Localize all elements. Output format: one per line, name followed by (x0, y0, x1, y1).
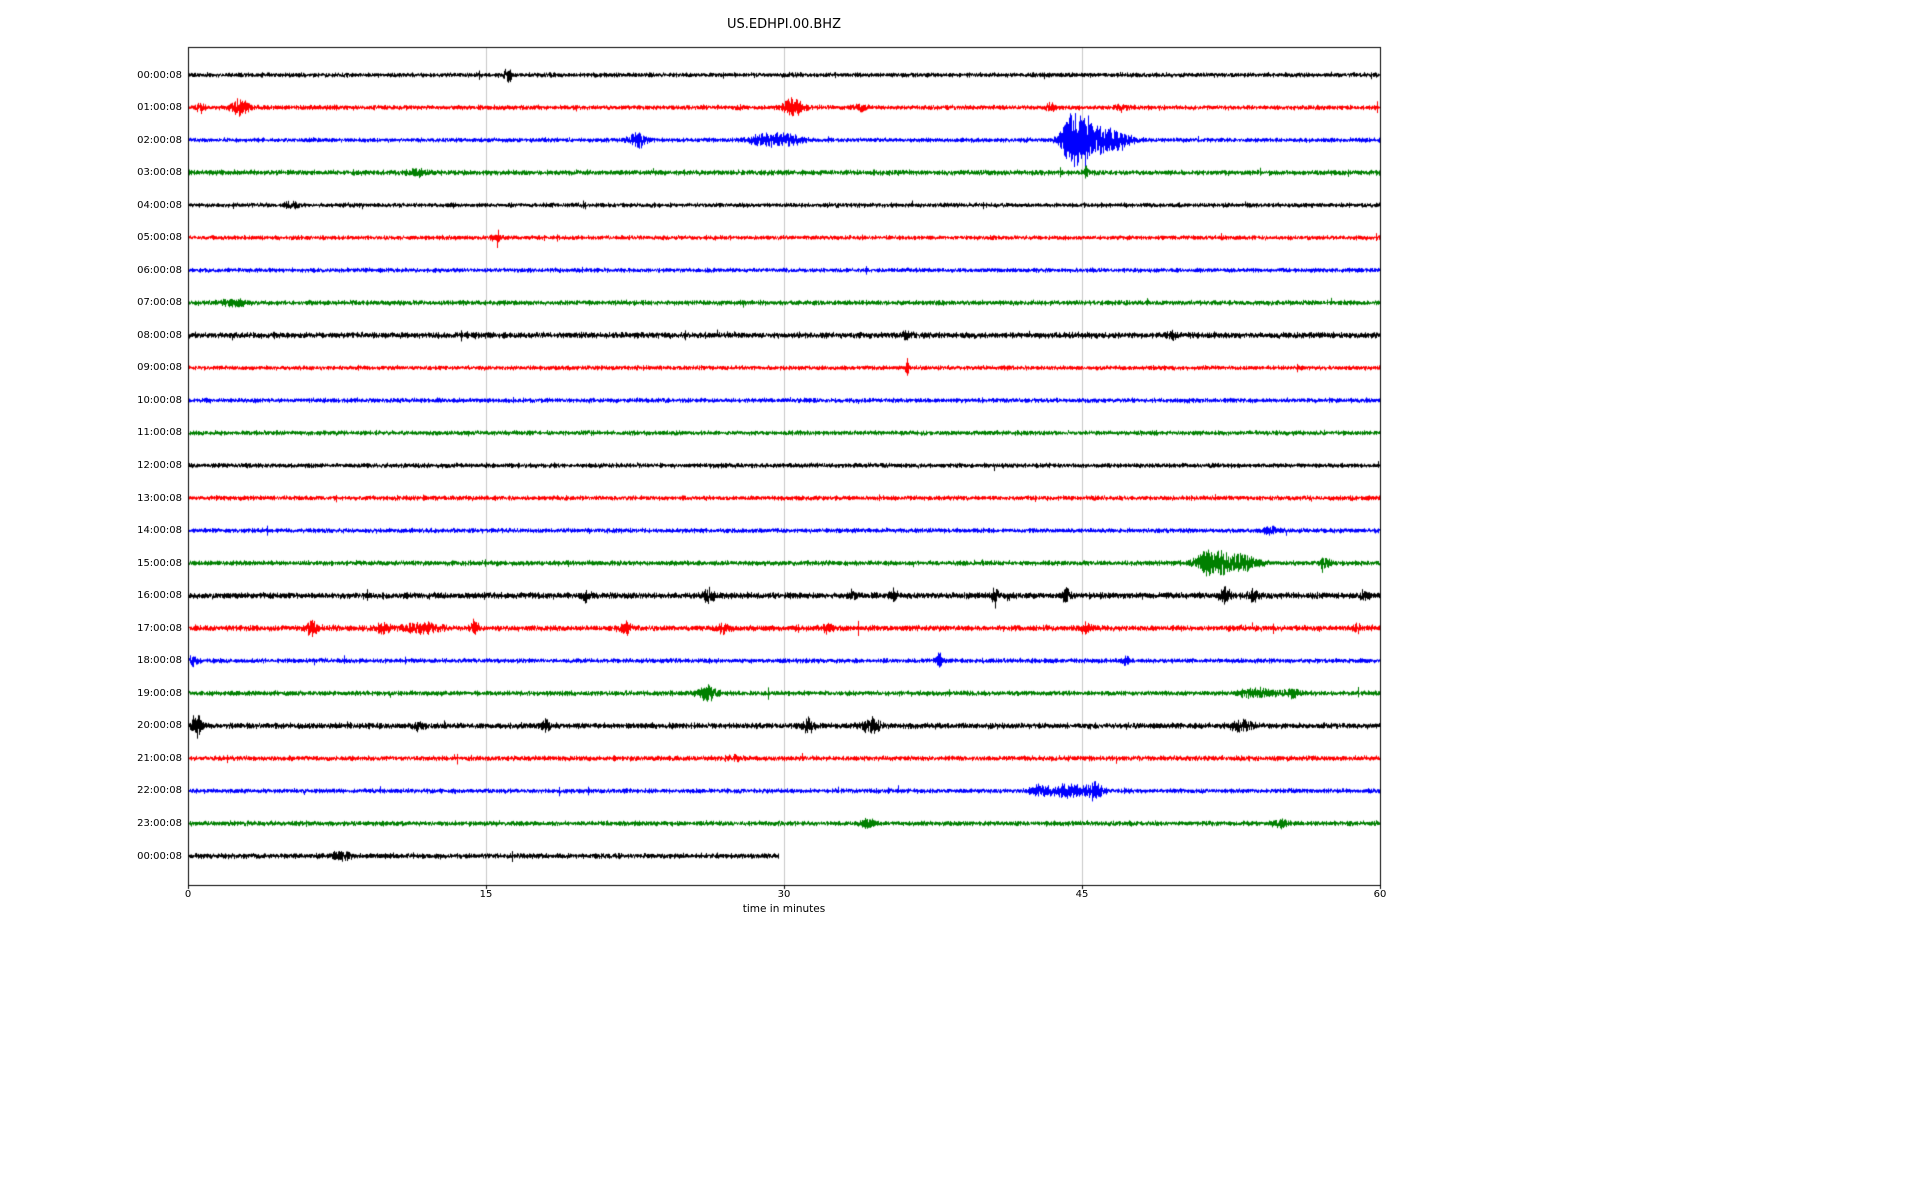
trace-start-time-label: 11:00:08 (137, 427, 182, 439)
trace-start-time-label: 13:00:08 (137, 492, 182, 504)
trace-start-time-label: 22:00:08 (137, 785, 182, 797)
trace-start-time-label: 04:00:08 (137, 199, 182, 211)
trace-start-time-label: 00:00:08 (137, 69, 182, 81)
trace-start-time-label: 16:00:08 (137, 590, 182, 602)
trace-start-time-label: 14:00:08 (137, 525, 182, 537)
trace-start-time-label: 02:00:08 (137, 134, 182, 146)
trace-start-time-label: 05:00:08 (137, 232, 182, 244)
trace-start-time-label: 12:00:08 (137, 460, 182, 471)
trace-start-time-label: 19:00:08 (137, 687, 182, 699)
trace-start-time-label: 15:00:08 (137, 557, 182, 569)
trace-start-time-label: 00:00:08 (137, 850, 182, 862)
trace-start-time-label: 01:00:08 (137, 102, 182, 114)
trace-start-time-label: 23:00:08 (137, 817, 182, 829)
x-tick-label: 15 (479, 889, 493, 900)
trace-start-time-label: 21:00:08 (137, 752, 182, 764)
x-axis-label: time in minutes (742, 903, 826, 915)
trace-start-time-label: 08:00:08 (137, 329, 182, 341)
chart-title: US.EDHPI.00.BHZ (727, 17, 841, 32)
trace-start-time-label: 10:00:08 (137, 394, 182, 406)
x-tick-label: 30 (777, 889, 791, 900)
trace-start-time-label: 03:00:08 (137, 167, 182, 179)
trace-start-time-label: 20:00:08 (137, 720, 182, 732)
x-tick-label: 60 (1373, 889, 1387, 900)
trace-start-time-label: 17:00:08 (137, 622, 182, 634)
x-tick-label: 0 (184, 889, 192, 900)
trace-start-time-label: 07:00:08 (137, 297, 182, 309)
trace-start-time-label: 06:00:08 (137, 264, 182, 276)
x-tick-label: 45 (1075, 889, 1089, 900)
trace-start-time-label: 18:00:08 (137, 655, 182, 667)
trace-start-time-label: 09:00:08 (137, 362, 182, 374)
